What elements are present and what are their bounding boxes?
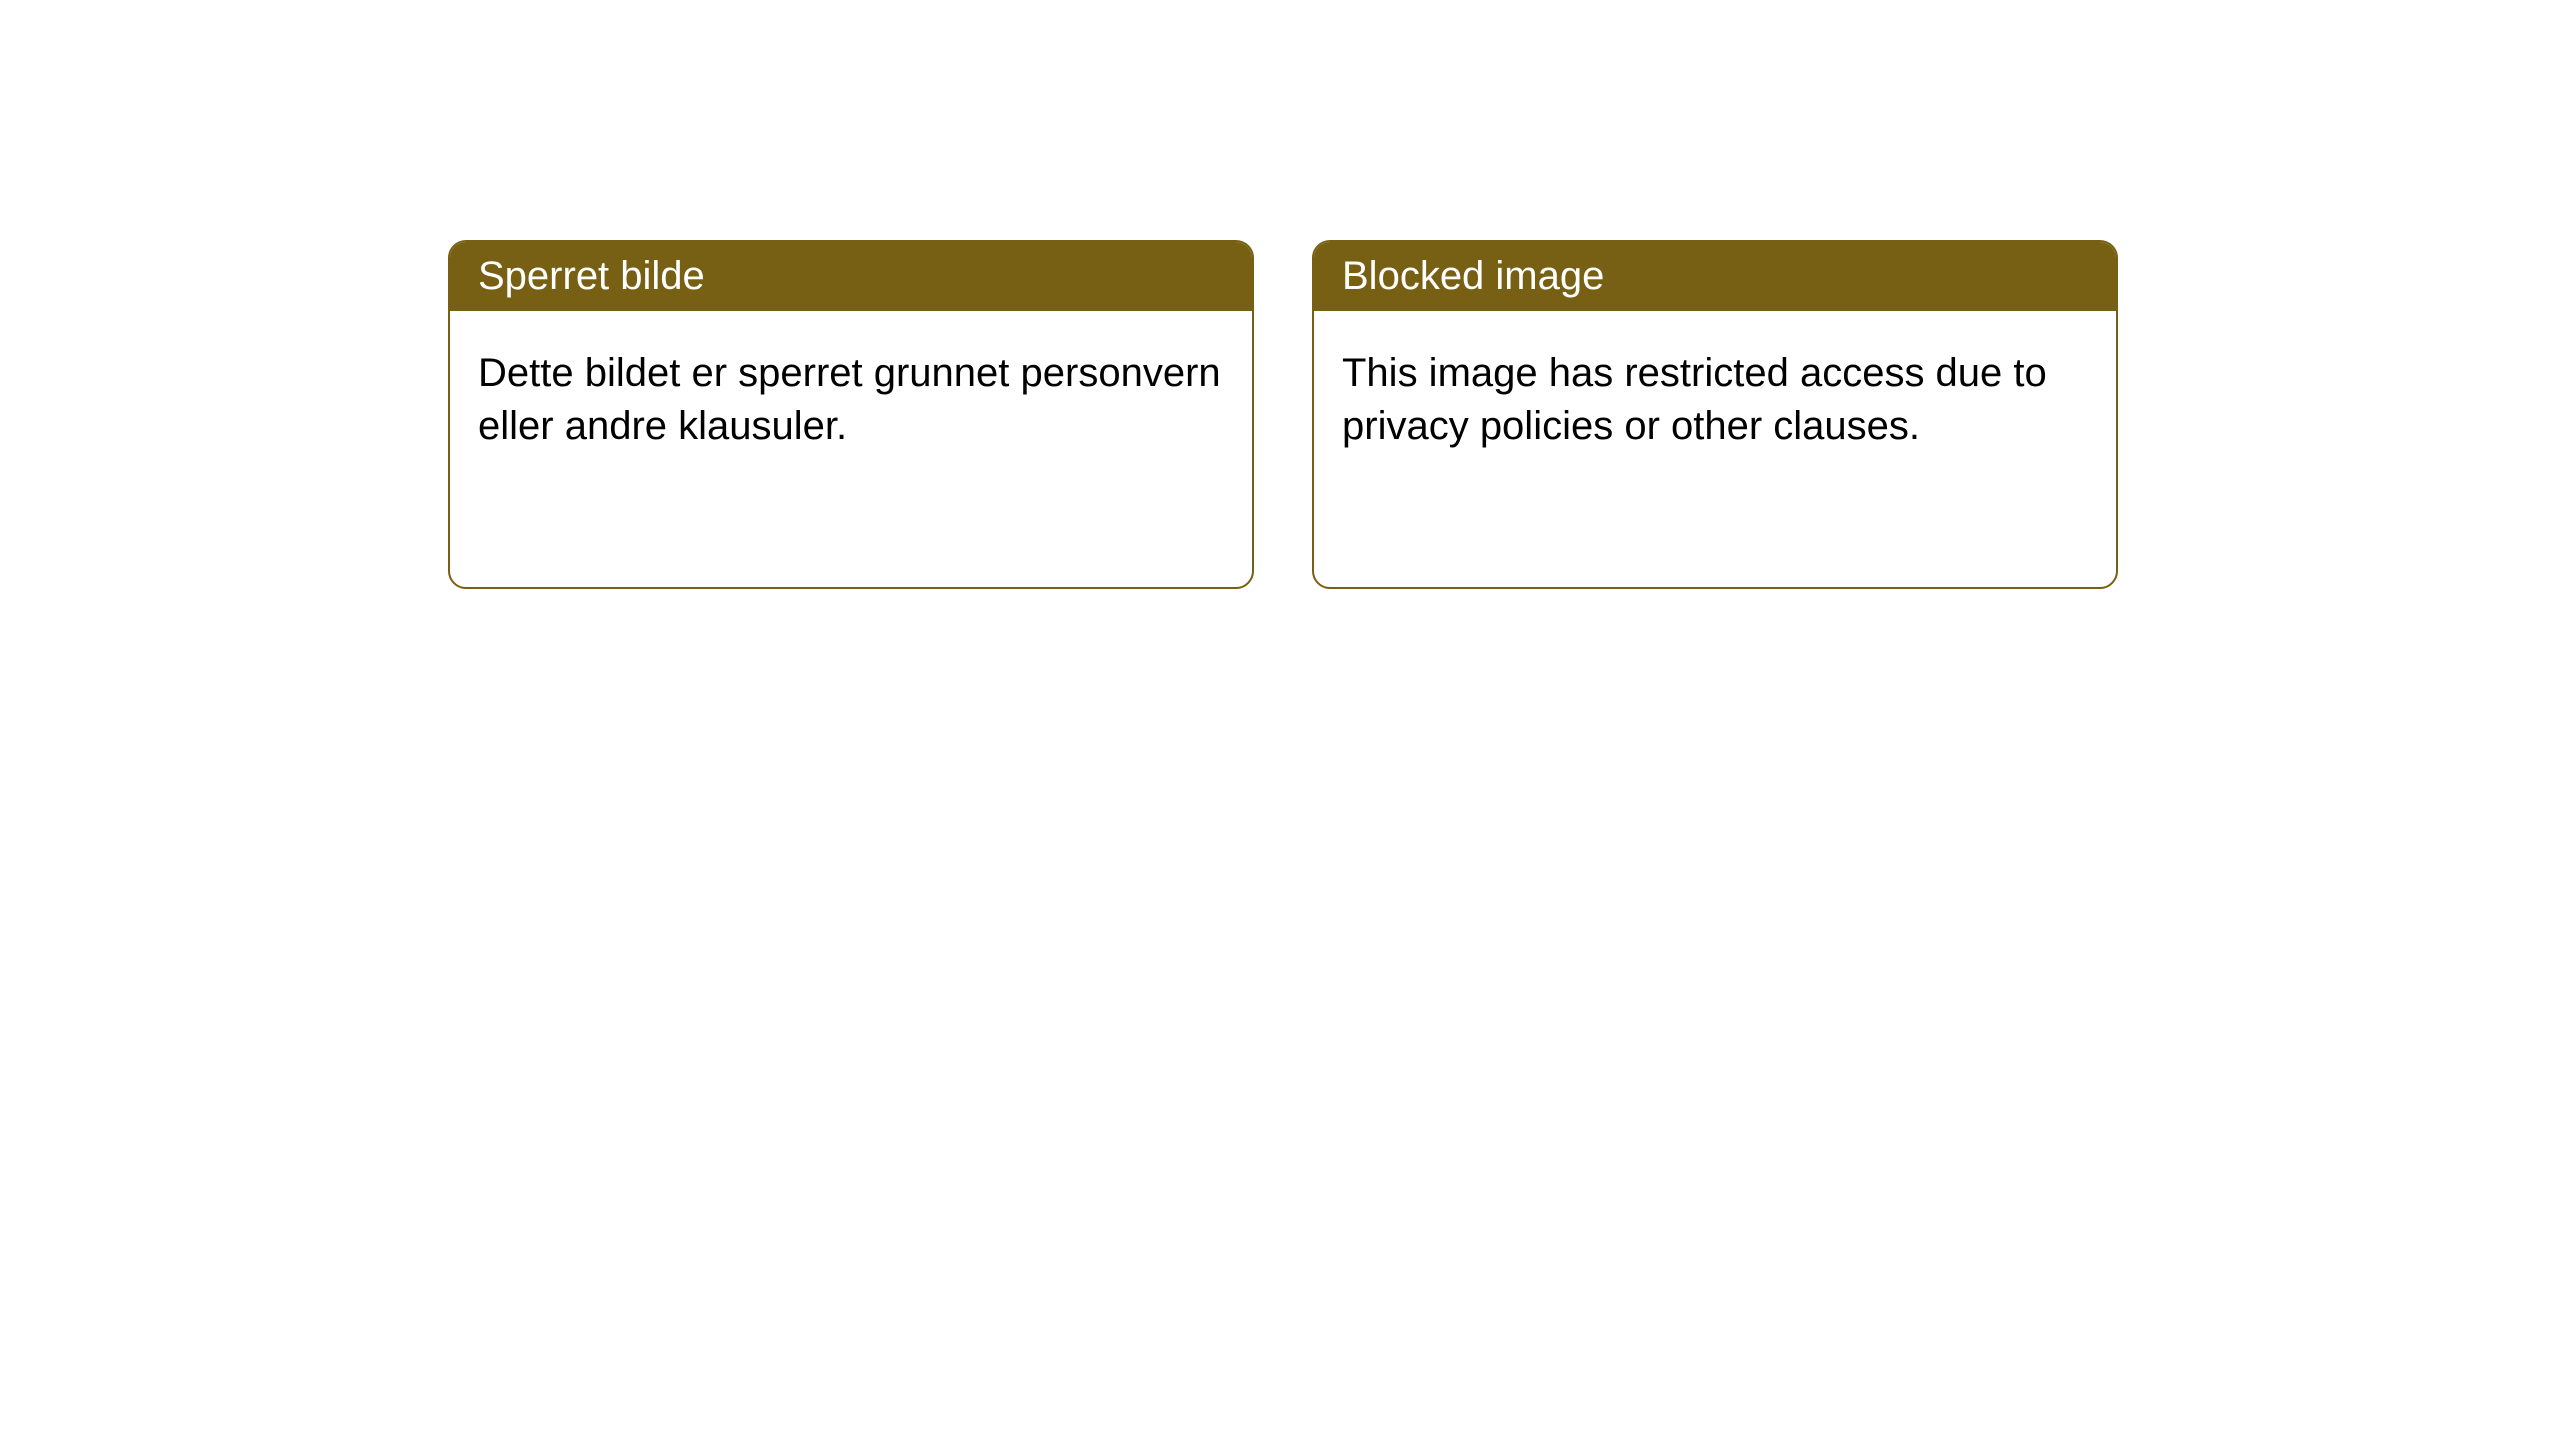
notice-card-norwegian: Sperret bilde Dette bildet er sperret gr… <box>448 240 1254 589</box>
notice-card-title: Blocked image <box>1314 242 2116 311</box>
notice-container: Sperret bilde Dette bildet er sperret gr… <box>0 0 2560 589</box>
notice-card-english: Blocked image This image has restricted … <box>1312 240 2118 589</box>
notice-card-title: Sperret bilde <box>450 242 1252 311</box>
notice-card-body: This image has restricted access due to … <box>1314 311 2116 587</box>
notice-card-body: Dette bildet er sperret grunnet personve… <box>450 311 1252 587</box>
